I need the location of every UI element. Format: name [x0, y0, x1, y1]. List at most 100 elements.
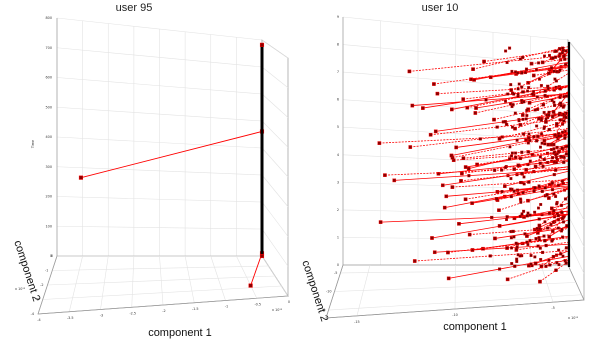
right-data-marker	[545, 193, 549, 197]
right-data-marker	[552, 173, 556, 177]
right-data-marker	[549, 222, 553, 227]
right-data-marker	[517, 82, 521, 86]
right-data-marker	[542, 157, 546, 162]
right-data-marker	[560, 211, 564, 215]
right-data-marker	[524, 117, 528, 121]
right-data-marker	[555, 122, 559, 126]
right-data-marker	[540, 132, 544, 136]
right-data-marker	[551, 156, 555, 160]
right-data-marker	[495, 125, 499, 129]
right-data-marker	[537, 184, 541, 188]
right-data-marker	[546, 226, 550, 230]
right-data-marker	[528, 239, 532, 243]
right-data-marker	[493, 236, 497, 241]
right-side-gridline	[567, 64, 585, 87]
right-data-marker	[559, 104, 563, 108]
right-data-marker	[542, 110, 546, 114]
right-data-marker	[524, 167, 528, 172]
right-data-marker	[516, 253, 520, 257]
right-data-marker	[508, 102, 512, 106]
right-data-marker	[528, 213, 532, 217]
left-y-tick-label: -4	[31, 312, 34, 316]
right-data-marker	[508, 46, 512, 50]
right-data-marker	[484, 98, 488, 102]
right-data-marker	[515, 138, 519, 142]
right-data-marker	[543, 220, 547, 224]
right-data-marker	[470, 201, 474, 205]
right-data-marker	[446, 250, 450, 255]
right-data-marker	[525, 67, 528, 71]
right-data-marker	[538, 77, 541, 81]
right-data-marker	[534, 237, 538, 241]
right-data-marker	[505, 218, 509, 222]
right-data-marker	[539, 257, 543, 261]
right-trajectory-line	[549, 224, 569, 238]
left-z-tick-label: 600	[46, 76, 52, 80]
left-z-tick-label: 300	[46, 165, 52, 169]
right-data-marker	[516, 163, 521, 168]
right-data-marker	[537, 206, 540, 210]
left-z-tick-label: 100	[46, 224, 52, 228]
right-data-marker	[563, 197, 568, 201]
right-data-marker	[552, 103, 557, 107]
right-data-marker	[505, 246, 509, 250]
left-x-tick-label: -1	[225, 305, 228, 309]
right-data-marker	[523, 70, 528, 75]
left-x-tick-label: -2	[162, 309, 165, 313]
right-data-marker	[541, 103, 545, 107]
right-data-marker	[524, 138, 528, 143]
right-side-gridline	[567, 89, 585, 114]
right-side-wall	[567, 39, 585, 301]
right-data-marker	[554, 85, 558, 89]
right-data-marker	[457, 222, 461, 226]
right-x-exponent: x 10¹³	[568, 316, 579, 320]
right-data-marker	[552, 192, 556, 196]
left-x-tick-label: -0.5	[254, 302, 261, 306]
right-data-marker	[392, 178, 397, 183]
right-data-marker	[525, 234, 529, 238]
right-data-marker	[536, 231, 540, 235]
right-data-marker	[561, 235, 565, 239]
right-data-marker	[378, 220, 383, 224]
right-data-marker	[509, 177, 513, 181]
right-data-marker	[500, 168, 504, 172]
right-y-tick-label: -15	[320, 308, 326, 312]
right-data-marker	[478, 137, 482, 141]
right-data-marker	[547, 234, 552, 239]
right-data-marker	[482, 59, 486, 64]
right-data-marker	[541, 164, 545, 168]
right-data-marker	[525, 214, 529, 218]
left-x-axis-label: component 1	[148, 327, 212, 339]
right-data-marker	[547, 113, 551, 117]
right-data-marker	[518, 57, 522, 61]
right-y-tick-label: -10	[326, 290, 332, 294]
right-data-marker	[554, 168, 558, 172]
right-data-marker	[547, 110, 551, 114]
right-side-gridline	[567, 164, 585, 194]
right-floor-gridline	[334, 282, 577, 292]
right-data-marker	[450, 107, 454, 112]
right-side-gridline	[567, 239, 585, 274]
right-data-marker	[430, 236, 434, 240]
right-trajectory-line	[539, 261, 569, 282]
right-trajectory-line	[535, 155, 569, 167]
right-data-marker	[544, 120, 548, 124]
right-data-marker	[560, 130, 564, 134]
right-trajectory-line	[516, 241, 569, 251]
right-data-marker	[440, 183, 445, 188]
left-series-line	[250, 253, 263, 286]
right-data-marker	[518, 123, 523, 127]
left-side-gridline	[261, 39, 289, 59]
right-data-marker	[535, 139, 539, 143]
left-z-axis-label: Time	[31, 140, 35, 149]
right-data-marker	[538, 246, 542, 250]
right-trajectory-line	[463, 86, 569, 100]
right-data-marker	[564, 94, 568, 98]
left-y-tick-label: -3	[35, 298, 38, 302]
right-data-marker	[556, 226, 560, 230]
right-data-marker	[459, 178, 463, 183]
right-data-marker	[535, 68, 538, 72]
right-data-marker	[527, 132, 531, 136]
right-x-tick-label: -5	[551, 306, 554, 310]
right-data-marker	[449, 153, 454, 158]
